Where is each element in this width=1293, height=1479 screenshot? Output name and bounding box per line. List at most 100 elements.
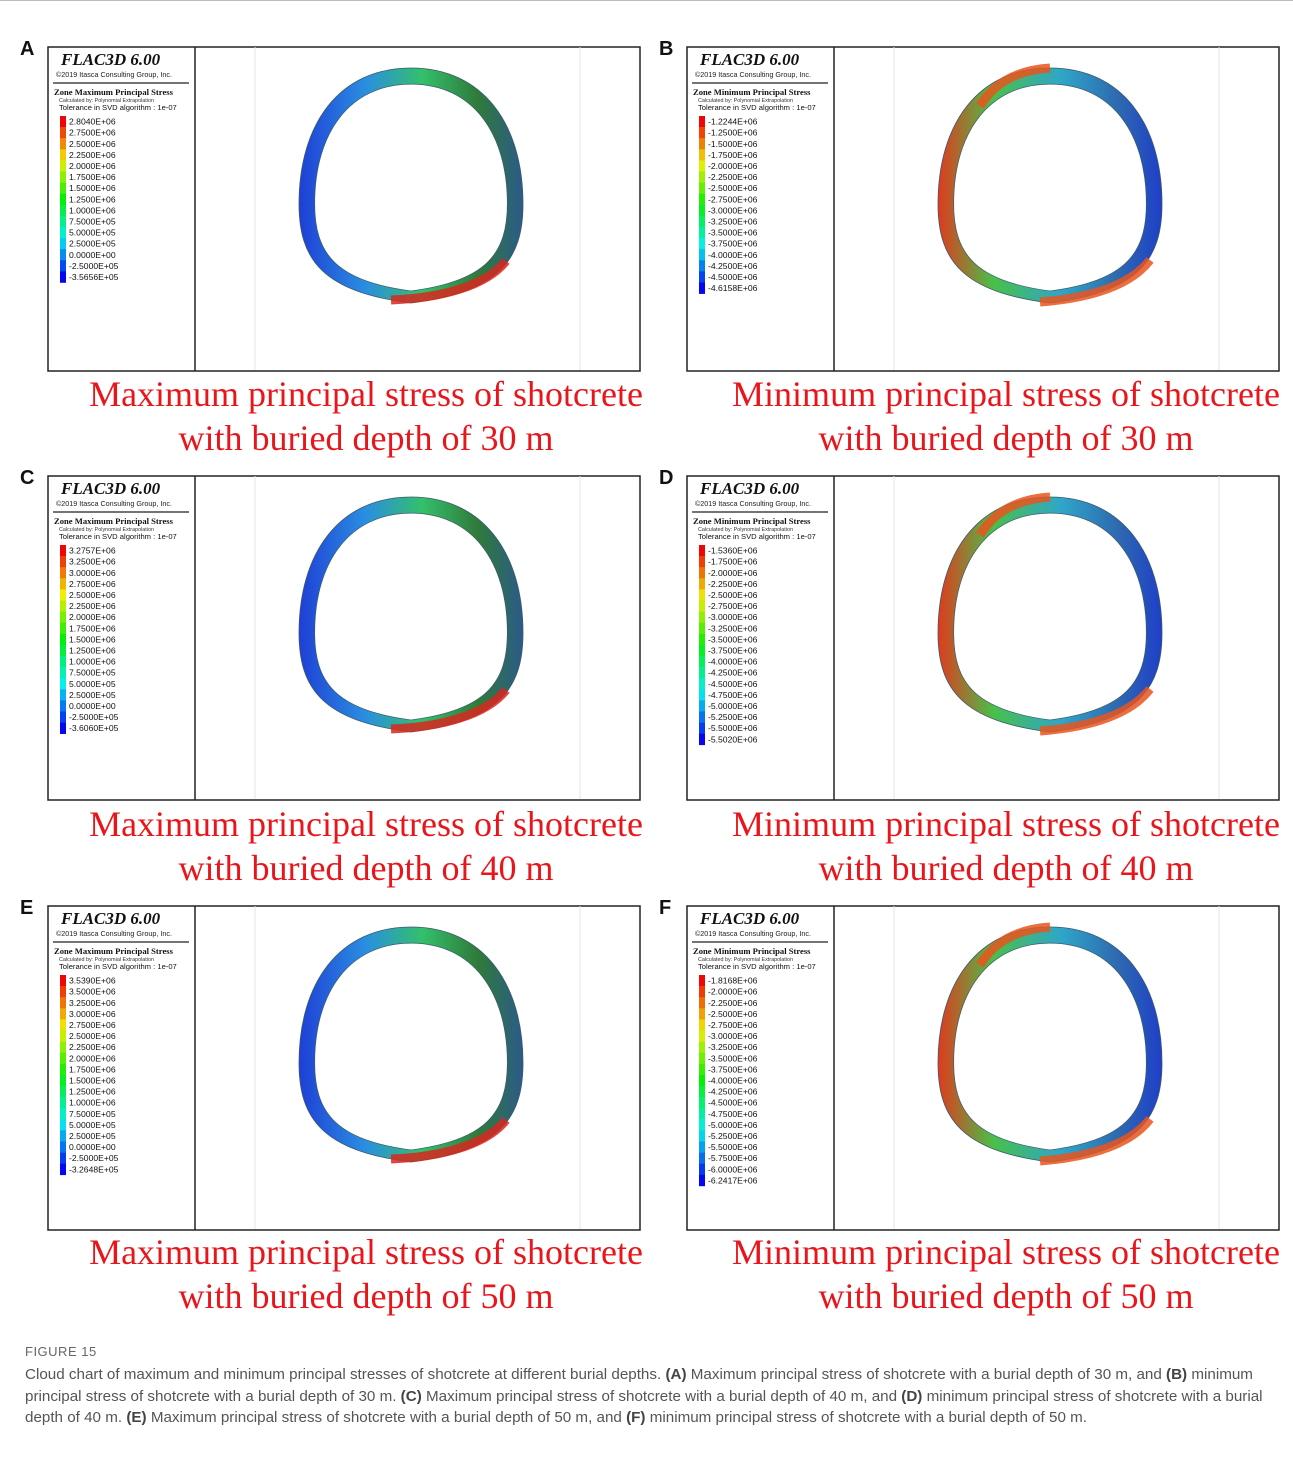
color-swatch — [699, 986, 705, 997]
color-swatch — [699, 700, 705, 711]
color-swatch — [60, 612, 66, 623]
legend-value: 2.0000E+06 — [69, 161, 116, 171]
color-swatch — [60, 249, 66, 260]
color-swatch — [699, 116, 705, 127]
color-swatch — [699, 567, 705, 578]
quantity: Zone Minimum Principal Stress — [693, 87, 811, 97]
color-swatch — [60, 601, 66, 612]
caption-item-text: Maximum principal stress of shotcrete wi… — [426, 1388, 897, 1405]
legend-value: -4.7500E+06 — [708, 1109, 758, 1119]
color-swatch — [60, 127, 66, 138]
color-swatch — [60, 116, 66, 127]
legend-value: 0.0000E+00 — [69, 250, 116, 260]
color-swatch — [60, 645, 66, 656]
legend-value: -2.5000E+06 — [708, 183, 758, 193]
color-swatch — [699, 678, 705, 689]
simulation-panel: FLAC3D 6.00©2019 Itasca Consulting Group… — [47, 905, 641, 1231]
color-swatch — [60, 271, 66, 282]
legend-value: -4.5000E+06 — [708, 1098, 758, 1108]
panel-caption: Minimum principal stress of shotcretewit… — [686, 372, 1293, 460]
legend-value: -3.2500E+06 — [708, 217, 758, 227]
color-swatch — [60, 138, 66, 149]
legend-value: 2.0000E+06 — [69, 1053, 116, 1063]
color-swatch — [699, 194, 705, 205]
legend-value: 1.2500E+06 — [69, 1087, 116, 1097]
legend-value: 1.0000E+06 — [69, 1098, 116, 1108]
color-swatch — [699, 216, 705, 227]
color-swatch — [699, 723, 705, 734]
panel-label: B — [659, 38, 673, 61]
color-swatch — [60, 216, 66, 227]
legend-value: -3.7500E+06 — [708, 646, 758, 656]
legend-value: 1.7500E+06 — [69, 172, 116, 182]
legend-value: 3.0000E+06 — [69, 1009, 116, 1019]
legend-value: 2.2500E+06 — [69, 601, 116, 611]
lining-inner — [315, 513, 508, 720]
panel-caption: Maximum principal stress of shotcretewit… — [46, 1230, 686, 1318]
legend-value: 2.2500E+06 — [69, 150, 116, 160]
legend-value: 5.0000E+05 — [69, 679, 116, 689]
caption-line: with buried depth of 40 m — [46, 846, 686, 890]
caption-item-label: (C) — [401, 1388, 422, 1405]
color-swatch — [699, 1119, 705, 1130]
legend-value: -4.2500E+06 — [708, 261, 758, 271]
color-swatch — [699, 1097, 705, 1108]
legend-value: 2.5000E+06 — [69, 590, 116, 600]
legend-value: 7.5000E+05 — [69, 217, 116, 227]
legend-value: -3.2500E+06 — [708, 1042, 758, 1052]
legend-value: -1.7500E+06 — [708, 150, 758, 160]
color-swatch — [699, 997, 705, 1008]
color-swatch — [699, 689, 705, 700]
copyright: ©2019 Itasca Consulting Group, Inc. — [695, 499, 811, 508]
legend-value: -5.0000E+06 — [708, 701, 758, 711]
legend-value: -2.0000E+06 — [708, 987, 758, 997]
panel-label: D — [659, 467, 673, 490]
legend-value: 7.5000E+05 — [69, 668, 116, 678]
color-swatch — [699, 138, 705, 149]
color-swatch — [60, 172, 66, 183]
caption-item-label: (F) — [626, 1409, 645, 1426]
color-swatch — [60, 567, 66, 578]
color-swatch — [60, 656, 66, 667]
legend-value: -3.5000E+06 — [708, 634, 758, 644]
quantity: Zone Minimum Principal Stress — [693, 946, 811, 956]
panel-label: E — [20, 897, 33, 920]
legend-value: 2.5000E+05 — [69, 690, 116, 700]
legend-value: 0.0000E+00 — [69, 1142, 116, 1152]
color-swatch — [60, 1119, 66, 1130]
color-swatch — [60, 997, 66, 1008]
tolerance: Tolerance in SVD algorithm : 1e-07 — [698, 532, 816, 541]
copyright: ©2019 Itasca Consulting Group, Inc. — [56, 929, 172, 938]
legend-value: -5.5000E+06 — [708, 1142, 758, 1152]
legend-value: -1.5000E+06 — [708, 139, 758, 149]
legend-value: -3.0000E+06 — [708, 205, 758, 215]
legend-value: -2.7500E+06 — [708, 601, 758, 611]
color-swatch — [60, 1164, 66, 1175]
lining-inner — [954, 513, 1147, 720]
caption-line: with buried depth of 30 m — [46, 416, 686, 460]
color-swatch — [60, 1008, 66, 1019]
legend-value: -2.7500E+06 — [708, 1020, 758, 1030]
caption-item-text: Maximum principal stress of shotcrete wi… — [151, 1409, 622, 1426]
legend-value: 1.5000E+06 — [69, 634, 116, 644]
tunnel-lining — [938, 68, 1162, 303]
legend-value: -4.0000E+06 — [708, 250, 758, 260]
legend-value: -5.2500E+06 — [708, 1131, 758, 1141]
legend-value: 2.0000E+06 — [69, 612, 116, 622]
color-swatch — [60, 1130, 66, 1141]
legend-value: 2.8040E+06 — [69, 117, 116, 127]
caption-line: Minimum principal stress of shotcrete — [686, 372, 1293, 416]
color-swatch — [699, 578, 705, 589]
color-swatch — [60, 712, 66, 723]
legend-value: -1.2244E+06 — [708, 117, 758, 127]
caption-line: with buried depth of 50 m — [46, 1274, 686, 1318]
color-swatch — [699, 1130, 705, 1141]
color-swatch — [60, 1086, 66, 1097]
legend-value: -3.0000E+06 — [708, 612, 758, 622]
caption-line: Minimum principal stress of shotcrete — [686, 802, 1293, 846]
figure-caption: Cloud chart of maximum and minimum princ… — [25, 1364, 1270, 1429]
color-swatch — [699, 712, 705, 723]
color-swatch — [699, 260, 705, 271]
color-swatch — [699, 183, 705, 194]
